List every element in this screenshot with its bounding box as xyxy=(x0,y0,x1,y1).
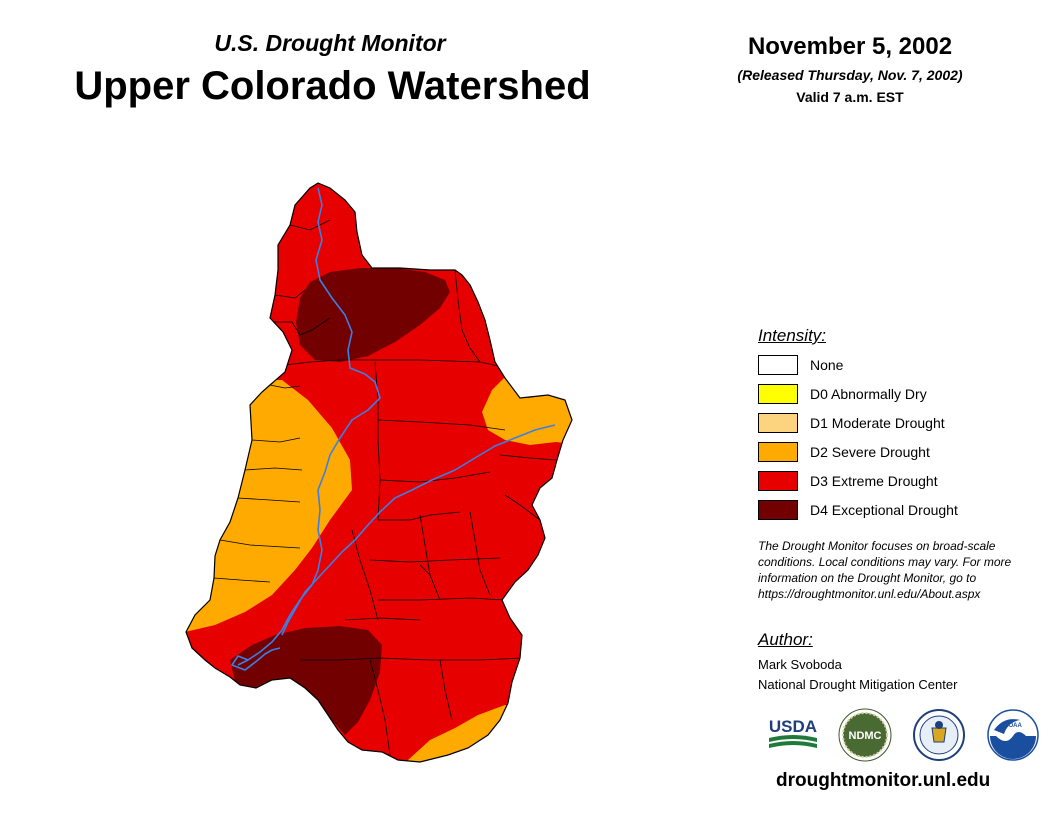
note-line: The Drought Monitor focuses on broad-sca… xyxy=(758,539,996,553)
note-line: conditions. Local conditions may vary. F… xyxy=(758,555,1012,569)
commerce-seal-logo xyxy=(913,709,965,761)
noaa-logo-text: NOAA xyxy=(1004,723,1022,729)
legend-label: D1 Moderate Drought xyxy=(810,415,945,431)
usda-logo: USDA xyxy=(769,717,817,748)
d3-region xyxy=(186,183,572,762)
watershed-boundary xyxy=(185,182,573,763)
legend-label: None xyxy=(810,357,844,373)
disclaimer-note: The Drought Monitor focuses on broad-sca… xyxy=(758,538,1050,602)
usda-logo-text: USDA xyxy=(769,717,817,736)
d4-region-north xyxy=(296,268,450,362)
legend-swatch-d2 xyxy=(758,442,798,462)
map-subtitle: U.S. Drought Monitor xyxy=(214,30,446,56)
map-date: November 5, 2002 xyxy=(747,33,953,60)
legend-title: Intensity: xyxy=(758,326,827,345)
legend-swatch-d3 xyxy=(758,471,798,491)
legend-swatch-d1 xyxy=(758,413,798,433)
author-title: Author: xyxy=(758,630,813,649)
website-link[interactable]: droughtmonitor.unl.edu xyxy=(776,770,991,791)
valid-time: Valid 7 a.m. EST xyxy=(796,89,904,105)
legend-label: D4 Exceptional Drought xyxy=(810,502,958,518)
d4-region-south xyxy=(230,626,382,735)
river-network xyxy=(231,187,556,671)
ndmc-logo-text: NDMC xyxy=(849,730,882,742)
release-date: (Released Thursday, Nov. 7, 2002) xyxy=(737,67,963,83)
author-org: National Drought Mitigation Center xyxy=(758,677,958,692)
legend-swatch-d4 xyxy=(758,500,798,520)
legend-label: D2 Severe Drought xyxy=(810,444,930,460)
map-title: Upper Colorado Watershed xyxy=(74,64,591,108)
legend-label: D3 Extreme Drought xyxy=(810,473,938,489)
ndmc-logo: NDMC xyxy=(838,708,892,762)
legend-label: D0 Abnormally Dry xyxy=(810,386,927,402)
legend-swatch-d0 xyxy=(758,384,798,404)
d2-region-east xyxy=(482,372,572,445)
author-name: Mark Svoboda xyxy=(758,657,842,672)
note-link[interactable]: https://droughtmonitor.unl.edu/About.asp… xyxy=(758,587,981,601)
noaa-logo: NOAA xyxy=(987,709,1039,761)
note-line: information on the Drought Monitor, go t… xyxy=(758,571,977,585)
legend-swatch-none xyxy=(758,355,798,375)
